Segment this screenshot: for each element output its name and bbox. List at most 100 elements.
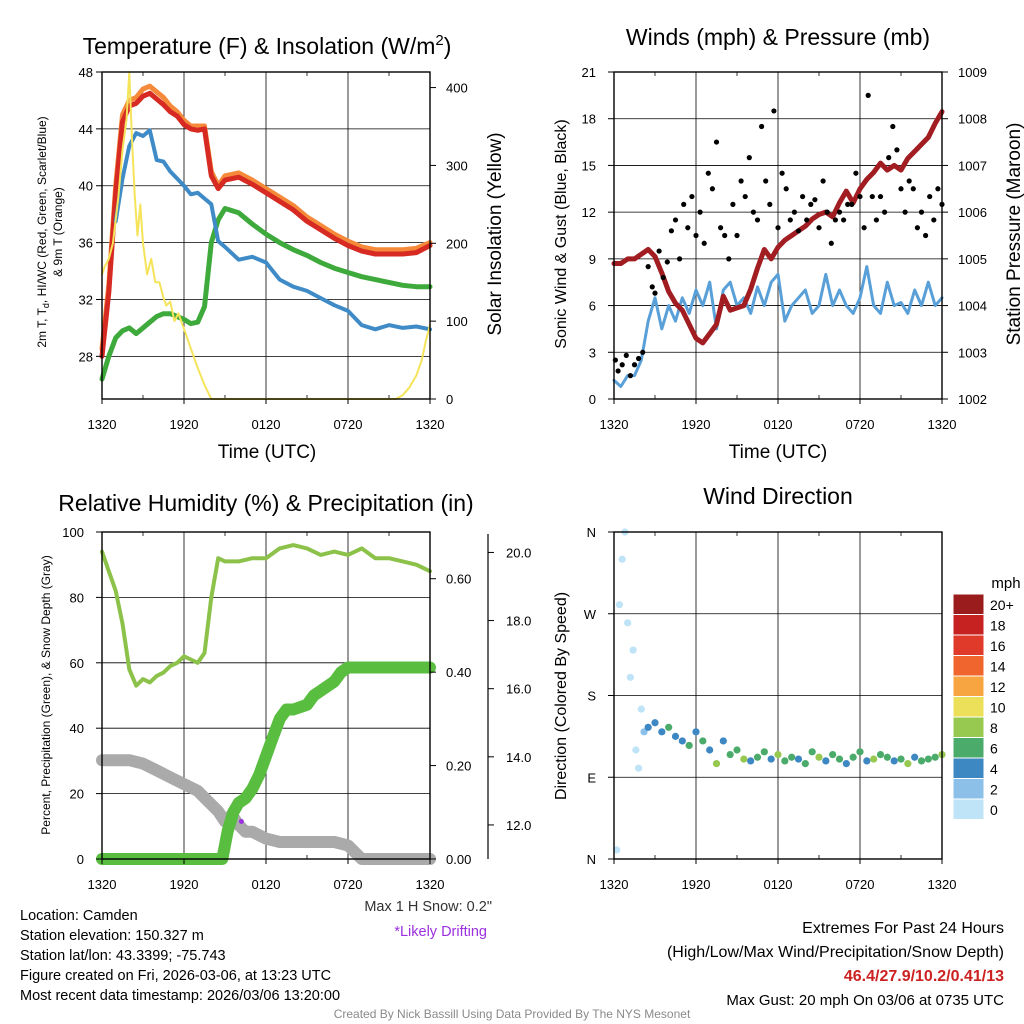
winds-series-station-pressure — [611, 109, 945, 346]
gust-point-33 — [746, 155, 752, 161]
direction-panel: Wind Direction Direction (Colored By Spe… — [553, 483, 1021, 892]
direction-point-5 — [626, 673, 635, 681]
gust-point-77 — [927, 193, 933, 200]
gust-point-65 — [877, 193, 884, 200]
gust-point-59 — [853, 170, 859, 176]
rh-ytick-label-precip-0: 0.00 — [446, 852, 471, 867]
direction-point-19 — [699, 737, 707, 745]
dir-xtick-label-2: 0120 — [764, 877, 793, 892]
direction-point-12 — [651, 719, 659, 727]
rh-ytick-label-snow-4: 20.0 — [506, 545, 531, 560]
direction-point-36 — [815, 753, 823, 761]
gust-point-61 — [861, 225, 867, 231]
gust-point-17 — [681, 201, 687, 207]
gust-point-27 — [722, 232, 728, 239]
direction-point-53 — [931, 753, 939, 761]
legend-swatch-0 — [952, 593, 985, 615]
gust-point-55 — [836, 209, 843, 215]
dir-ytick-label-1: E — [587, 770, 596, 785]
legend-swatch-7 — [952, 737, 985, 759]
gust-point-2 — [619, 362, 625, 368]
temp-series-2m-t — [99, 90, 433, 359]
gust-point-40 — [775, 225, 781, 231]
rh-ytick-label-snow-2: 16.0 — [506, 682, 531, 697]
winds-ytick-label-right-2: 1004 — [958, 299, 987, 314]
station-info: Location: Camden Station elevation: 150.… — [20, 906, 340, 1006]
gust-point-47 — [804, 217, 810, 223]
gust-point-68 — [890, 123, 896, 130]
legend-swatch-2 — [952, 634, 985, 656]
gust-point-71 — [902, 209, 908, 215]
legend-label-4: 12 — [990, 679, 1006, 695]
direction-point-26 — [747, 757, 755, 765]
direction-point-32 — [788, 753, 796, 761]
direction-point-13 — [658, 728, 666, 736]
gust-point-10 — [652, 290, 658, 296]
gust-point-37 — [763, 178, 769, 184]
gust-point-62 — [865, 92, 871, 98]
direction-point-28 — [760, 748, 768, 756]
likely-drifting-text: *Likely Drifting — [394, 924, 487, 940]
temperature-ylabel-left: 2m T, Td, HI/WC (Red, Green, Scarlet/Blu… — [35, 116, 51, 347]
gust-point-69 — [894, 147, 900, 153]
gust-point-4 — [627, 373, 634, 379]
gust-point-26 — [718, 225, 724, 231]
direction-point-51 — [917, 757, 926, 765]
direction-point-34 — [801, 760, 809, 768]
gust-point-66 — [882, 209, 888, 215]
winds-ytick-label-left-3: 9 — [589, 252, 596, 267]
winds-ytick-label-left-4: 12 — [582, 205, 596, 220]
gust-point-16 — [677, 256, 683, 262]
drift-point — [238, 819, 244, 825]
dir-ytick-label-4: N — [587, 525, 596, 540]
gust-point-32 — [742, 193, 748, 200]
gust-point-46 — [800, 193, 806, 200]
gust-point-45 — [795, 228, 802, 234]
rh-ytick-label-snow-3: 18.0 — [506, 614, 531, 629]
legend-label-10: 0 — [990, 802, 998, 818]
gust-point-50 — [816, 225, 822, 231]
gust-point-9 — [649, 284, 655, 290]
legend-label-8: 4 — [990, 761, 998, 777]
direction-point-9 — [637, 705, 645, 713]
legend-label-2: 16 — [990, 638, 1006, 654]
rh-xtick-label-2: 0120 — [252, 877, 281, 892]
direction-point-21 — [712, 760, 721, 768]
location-text: Location: Camden — [20, 908, 138, 924]
temp-series-wc — [113, 128, 432, 332]
winds-xtick-label-0: 1320 — [600, 417, 629, 432]
extremes-values: 46.4/27.9/10.2/0.41/13 — [843, 968, 1004, 985]
gust-point-57 — [845, 201, 851, 207]
gust-point-13 — [664, 259, 670, 265]
temp-xtick-label-2: 0120 — [252, 417, 281, 432]
gust-point-6 — [636, 355, 642, 362]
temp-ytick-label-left-3: 40 — [79, 179, 93, 194]
gust-point-12 — [660, 274, 666, 281]
winds-ylabel-right: Station Pressure (Maroon) — [1004, 123, 1024, 346]
humidity-ylabel-left: Percent, Precipitation (Green), & Snow D… — [39, 555, 53, 834]
temperature-ylabel-left-2: & 9m T (Orange) — [51, 187, 65, 277]
humidity-panel: Relative Humidity (%) & Precipitation (i… — [39, 490, 531, 940]
gust-point-73 — [910, 186, 916, 192]
gust-point-34 — [750, 209, 757, 215]
temp-xtick-label-3: 0720 — [334, 417, 363, 432]
rh-xtick-label-3: 0720 — [334, 877, 363, 892]
direction-point-17 — [685, 741, 693, 750]
direction-point-4 — [624, 619, 632, 627]
elevation-text: Station elevation: 150.327 m — [20, 928, 204, 944]
gust-point-39 — [771, 108, 777, 114]
direction-point-2 — [618, 555, 626, 563]
direction-point-29 — [767, 755, 775, 763]
direction-point-50 — [911, 753, 919, 761]
max-snow-text: Max 1 H Snow: 0.2" — [364, 899, 492, 915]
winds-ytick-label-left-5: 15 — [582, 158, 596, 173]
recent-timestamp-text: Most recent data timestamp: 2026/03/06 1… — [20, 988, 341, 1004]
temp-ytick-label-right-0: 0 — [446, 392, 453, 407]
temp-ytick-label-left-5: 48 — [79, 65, 93, 80]
extremes-block: Extremes For Past 24 Hours (High/Low/Max… — [667, 917, 1004, 1013]
legend-label-7: 6 — [990, 741, 998, 757]
gust-point-18 — [685, 225, 691, 231]
winds-series-sonic-wind — [612, 265, 944, 388]
rh-ytick-label-left-0: 0 — [77, 852, 84, 867]
direction-point-11 — [644, 723, 652, 731]
